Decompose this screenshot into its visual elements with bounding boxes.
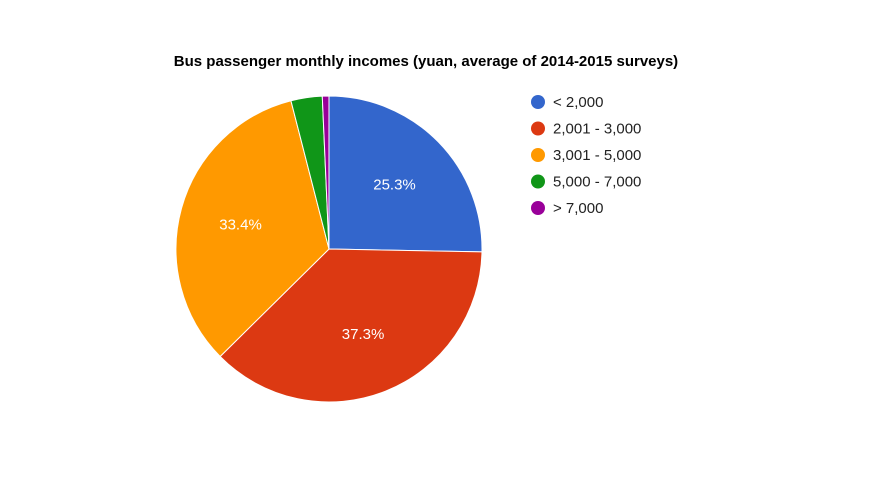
legend-marker-3 — [531, 148, 545, 162]
legend-marker-1 — [531, 95, 545, 109]
legend-marker-4 — [531, 175, 545, 189]
slice-label-3: 33.4% — [219, 216, 262, 233]
chart-title: Bus passenger monthly incomes (yuan, ave… — [174, 53, 678, 70]
legend-marker-5 — [531, 201, 545, 215]
legend-label-2: 2,001 - 3,000 — [553, 121, 641, 138]
legend: < 2,000 2,001 - 3,000 3,001 - 5,000 5,000 -… — [531, 94, 641, 217]
legend-label-3: 3,001 - 5,000 — [553, 147, 641, 164]
pie-slice-1 — [329, 96, 482, 252]
legend-marker-2 — [531, 122, 545, 136]
pie-slices — [176, 96, 482, 402]
legend-label-5: > 7,000 — [553, 200, 603, 217]
legend-label-4: 5,000 - 7,000 — [553, 174, 641, 191]
slice-label-1: 25.3% — [373, 177, 416, 194]
legend-label-1: < 2,000 — [553, 94, 603, 111]
slice-label-2: 37.3% — [342, 326, 385, 343]
